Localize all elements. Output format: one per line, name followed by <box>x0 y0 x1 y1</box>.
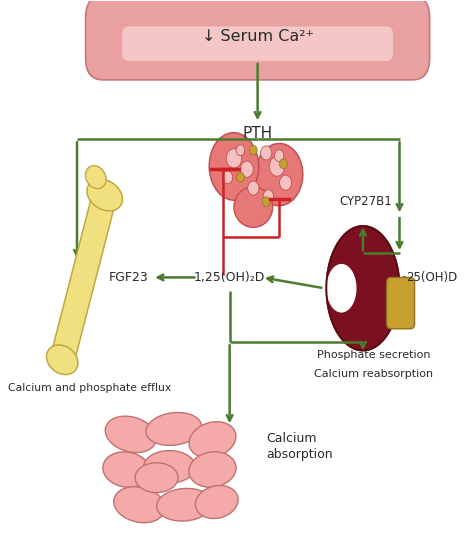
Circle shape <box>274 150 284 162</box>
Circle shape <box>222 171 233 184</box>
Text: absorption: absorption <box>266 448 333 461</box>
Ellipse shape <box>209 133 259 200</box>
Polygon shape <box>51 190 116 364</box>
Polygon shape <box>327 226 400 350</box>
Ellipse shape <box>189 452 236 487</box>
Text: PTH: PTH <box>243 127 273 141</box>
Ellipse shape <box>114 487 165 523</box>
Circle shape <box>280 159 287 169</box>
Circle shape <box>269 157 285 176</box>
Circle shape <box>226 149 242 168</box>
Circle shape <box>280 175 292 190</box>
Circle shape <box>236 145 245 156</box>
Ellipse shape <box>189 422 236 458</box>
Text: CYP27B1: CYP27B1 <box>339 195 392 208</box>
Text: Phosphate secretion: Phosphate secretion <box>317 350 430 361</box>
Circle shape <box>263 190 273 203</box>
Circle shape <box>237 172 244 182</box>
Text: FGF23: FGF23 <box>109 271 148 284</box>
Circle shape <box>248 181 259 195</box>
Ellipse shape <box>146 412 201 446</box>
Ellipse shape <box>195 485 238 518</box>
Circle shape <box>240 161 253 177</box>
FancyBboxPatch shape <box>86 0 429 80</box>
Ellipse shape <box>156 489 212 521</box>
Ellipse shape <box>85 166 106 189</box>
Text: Calcium: Calcium <box>266 431 317 444</box>
Ellipse shape <box>103 452 150 487</box>
Circle shape <box>249 145 257 155</box>
Circle shape <box>261 146 272 160</box>
Text: ↓ Serum Ca²⁺: ↓ Serum Ca²⁺ <box>201 29 314 44</box>
Text: 1,25(OH)₂D: 1,25(OH)₂D <box>194 271 265 284</box>
Ellipse shape <box>87 179 122 211</box>
Ellipse shape <box>144 450 195 483</box>
Ellipse shape <box>46 345 78 375</box>
Text: Calcium and phosphate efflux: Calcium and phosphate efflux <box>8 383 172 393</box>
Ellipse shape <box>105 416 156 453</box>
Text: 25(OH)D: 25(OH)D <box>406 271 457 284</box>
Ellipse shape <box>255 144 303 206</box>
Circle shape <box>262 197 270 207</box>
Text: Calcium reabsorption: Calcium reabsorption <box>314 369 433 379</box>
Ellipse shape <box>234 187 273 227</box>
FancyBboxPatch shape <box>387 277 415 329</box>
Ellipse shape <box>135 463 178 492</box>
Ellipse shape <box>327 264 356 313</box>
FancyBboxPatch shape <box>122 27 393 61</box>
